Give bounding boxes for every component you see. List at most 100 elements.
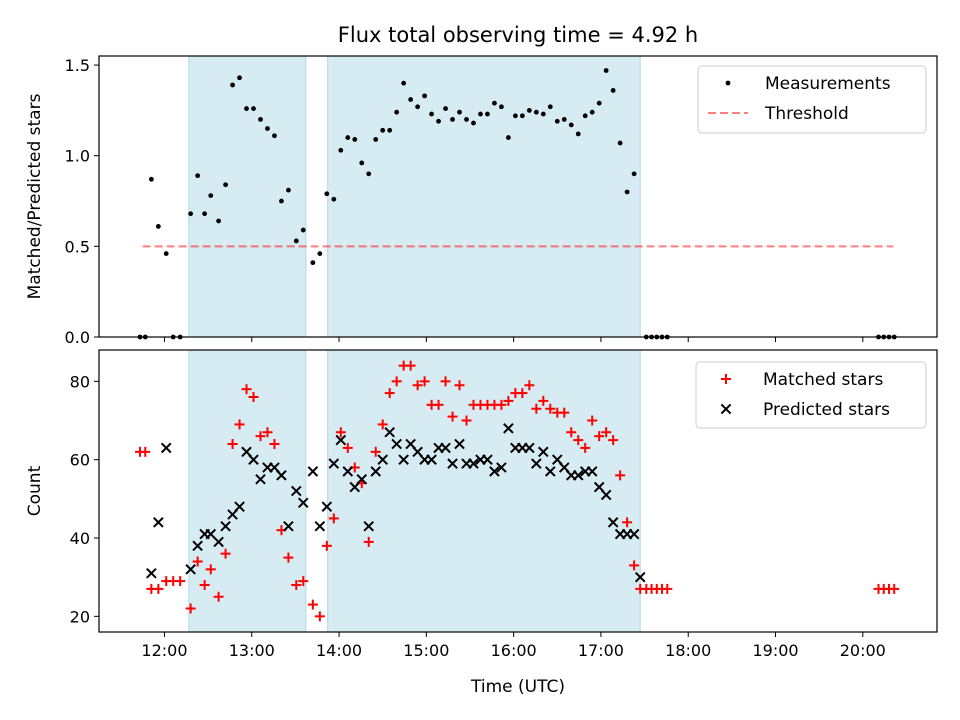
x-tick-label: 13:00	[229, 641, 275, 660]
matched-stars-point-65	[594, 431, 605, 442]
y-tick-label: 40	[70, 529, 90, 548]
measurement-point-24	[310, 260, 316, 266]
predicted-stars-point-8-b	[220, 520, 231, 532]
legend-label: Matched stars	[763, 370, 883, 390]
measurement-point-51	[499, 104, 504, 110]
matched-stars-point-52	[503, 395, 514, 406]
predicted-stars-point-33-b	[398, 454, 409, 465]
matched-stars-point-40	[419, 376, 430, 387]
measurement-point-46	[464, 117, 469, 122]
predicted-stars-point-62-b	[600, 489, 612, 501]
matched-stars-point-23	[298, 576, 309, 587]
predicted-stars-point-67-b	[634, 571, 646, 583]
predicted-stars-point-48-b	[503, 423, 514, 434]
predicted-stars-point-10-b	[234, 501, 245, 512]
matched-stars-point-43	[440, 376, 451, 387]
legend-box	[695, 361, 927, 429]
axes-frame	[98, 55, 938, 338]
measurement-point-67	[610, 88, 616, 93]
measurement-point-32	[366, 171, 372, 177]
measurement-point-34	[380, 127, 386, 133]
predicted-stars-point-39	[440, 442, 451, 454]
matched-stars-point-1	[140, 446, 151, 457]
predicted-stars-point-58-b	[572, 470, 584, 481]
predicted-stars-point-20-b	[307, 466, 319, 477]
measurement-point-29	[345, 135, 351, 140]
predicted-stars-point-23-b	[328, 458, 340, 469]
predicted-stars-point-24	[335, 434, 347, 446]
y-tick-label: 1.0	[65, 147, 90, 166]
predicted-stars-point-63-b	[607, 517, 619, 528]
matched-stars-point-64	[587, 415, 598, 426]
predicted-stars-point-40	[447, 458, 458, 469]
measurement-point-27	[331, 196, 337, 202]
x-tick-label: 18:00	[665, 641, 711, 660]
predicted-stars-point-41	[454, 438, 465, 450]
matched-stars-point-34	[377, 419, 388, 430]
predicted-stars-point-66-b	[628, 528, 640, 540]
measurement-point-52	[505, 135, 511, 140]
predicted-stars-point-37	[426, 454, 437, 465]
measurement-point-37	[401, 80, 407, 86]
legend-symbol-predicted-stars	[720, 403, 732, 415]
matched-stars-point-22	[291, 580, 302, 590]
predicted-stars-point-29	[370, 466, 382, 477]
measurement-point-38	[408, 97, 414, 102]
measurement-point-43	[443, 106, 448, 111]
predicted-stars-point-35-b	[412, 446, 423, 458]
measurement-point-26	[324, 191, 330, 197]
predicted-stars-point-25	[342, 466, 354, 477]
measurement-point-68	[617, 140, 623, 146]
predicted-stars-point-28	[363, 520, 375, 532]
predicted-stars-point-3-b	[185, 564, 196, 575]
bottom-panel: 20 40 60 80 12:00 13:00 14:00 15:00 16:00 17:00 18…	[25, 349, 938, 660]
matched-stars-point-36	[391, 376, 402, 387]
predicted-stars-point-63	[607, 517, 619, 528]
predicted-stars-point-21-b	[314, 520, 326, 532]
measurement-point-60	[561, 117, 567, 122]
predicted-stars-point-18	[290, 485, 302, 497]
matched-stars-point-11	[213, 591, 224, 602]
measurement-point-20	[279, 198, 284, 204]
measurement-point-47	[471, 120, 476, 126]
y-axis-label: Matched/Predicted stars	[25, 93, 45, 299]
legend-symbol-measurements	[725, 80, 731, 86]
y-tick-label: 0.0	[65, 328, 90, 347]
predicted-stars-point-7-b	[213, 536, 224, 548]
matched-stars-point-58	[545, 403, 556, 414]
predicted-stars-point-37-b	[426, 454, 437, 465]
predicted-stars-point-1	[153, 517, 164, 528]
matched-stars-point-16	[248, 392, 259, 402]
predicted-stars-point-19	[297, 497, 309, 509]
measurement-point-48	[478, 111, 483, 117]
matched-stars-point-6	[175, 576, 186, 587]
matched-stars-point-68	[615, 470, 626, 481]
x-tick-label: 16:00	[491, 641, 537, 660]
predicted-stars-point-52-b	[531, 458, 542, 469]
predicted-stars-point-33	[398, 454, 409, 465]
predicted-stars-point-34-b	[405, 438, 416, 450]
predicted-stars-point-67	[634, 571, 646, 583]
measurement-point-3	[155, 224, 161, 229]
matched-stars-point-19	[269, 439, 280, 449]
predicted-stars-point-17	[283, 520, 294, 532]
matched-stars-point-25	[314, 611, 325, 622]
y-tick-label: 0.5	[65, 237, 90, 256]
axes-frame	[98, 349, 938, 633]
matched-stars-point-51	[496, 399, 507, 410]
measurement-point-70	[631, 171, 637, 177]
predicted-stars-point-11-b	[241, 446, 252, 458]
predicted-stars-point-2	[160, 442, 172, 454]
measurement-point-17	[258, 117, 263, 122]
matched-stars-point-70	[629, 560, 640, 571]
x-tick-label: 19:00	[752, 641, 798, 660]
measurement-point-15	[244, 106, 249, 111]
predicted-stars-point-21	[314, 520, 326, 532]
predicted-stars-point-66	[628, 528, 640, 540]
measurement-point-7	[188, 211, 194, 217]
predicted-stars-point-0-b	[146, 567, 157, 579]
measurement-point-13	[230, 82, 235, 88]
predicted-stars-point-10	[234, 501, 245, 512]
matched-stars-point-12	[220, 548, 231, 559]
